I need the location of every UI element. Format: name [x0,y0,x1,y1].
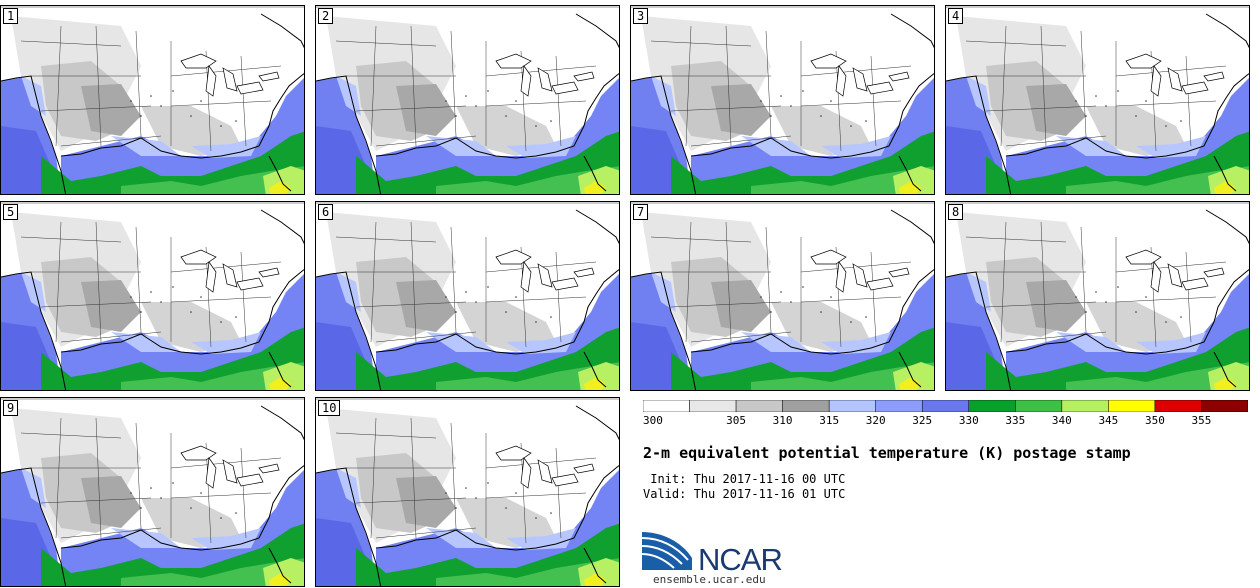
map-panel-10: 10 [315,397,620,587]
valid-time: Valid: Thu 2017-11-16 01 UTC [643,487,846,501]
panel-number-label: 8 [948,204,964,220]
colorbar-swatch [828,400,876,412]
map-panel-4: 4 [945,5,1250,195]
ensemble-url[interactable]: ensemble.ucar.edu [653,573,766,586]
ncar-logo-text: NCAR [698,542,783,577]
colorbar [643,400,1248,412]
colorbar-swatch [782,400,830,412]
map-panel-image [316,6,620,195]
colorbar-swatch [1015,400,1063,412]
panel-number-label: 3 [633,8,649,24]
map-panel-image [631,6,935,195]
colorbar-tick-label: 310 [772,414,793,427]
colorbar-swatch [875,400,923,412]
map-panel-7: 7 [630,201,935,391]
panel-number-label: 4 [948,8,964,24]
colorbar-swatch [1154,400,1202,412]
colorbar-tick-label: 330 [958,414,979,427]
colorbar-tick-label: 320 [865,414,886,427]
colorbar-tick-label: 300 [643,414,663,427]
map-panel-image [316,202,620,391]
colorbar-tick-label: 340 [1051,414,1072,427]
panel-number-label: 7 [633,204,649,220]
map-panel-image [1,6,305,195]
panel-number-label: 5 [3,204,19,220]
map-panel-image [946,6,1250,195]
colorbar-tick-label: 325 [912,414,933,427]
colorbar-tick-label: 355 [1191,414,1212,427]
colorbar-tick-label: 350 [1144,414,1165,427]
init-time: Init: Thu 2017-11-16 00 UTC [643,472,846,486]
map-panel-3: 3 [630,5,935,195]
panel-number-label: 9 [3,400,19,416]
colorbar-swatch [921,400,970,412]
map-panel-2: 2 [315,5,620,195]
map-panel-image [316,398,620,587]
map-title: 2-m equivalent potential temperature (K)… [643,444,1131,462]
map-panel-image [946,202,1250,391]
colorbar-swatch [968,400,1016,412]
colorbar-swatch [735,400,783,412]
panel-number-label: 10 [318,400,341,416]
panel-number-label: 1 [3,8,19,24]
colorbar-swatch [689,400,737,412]
colorbar-swatch [643,400,690,412]
panel-number-label: 2 [318,8,334,24]
colorbar-swatch [1108,400,1156,412]
colorbar-tick-label: 335 [1005,414,1026,427]
map-panel-1: 1 [0,5,305,195]
colorbar-swatch [1061,400,1109,412]
panel-number-label: 6 [318,204,334,220]
map-panel-8: 8 [945,201,1250,391]
ncar-logo-icon [642,532,692,570]
colorbar-tick-label: 305 [726,414,746,427]
colorbar-swatch [1201,400,1248,412]
colorbar-tick-label: 345 [1098,414,1119,427]
map-panel-5: 5 [0,201,305,391]
map-panel-image [631,202,935,391]
map-panel-image [1,398,305,587]
map-panel-9: 9 [0,397,305,587]
map-panel-6: 6 [315,201,620,391]
colorbar-tick-label: 315 [819,414,840,427]
map-panel-image [1,202,305,391]
